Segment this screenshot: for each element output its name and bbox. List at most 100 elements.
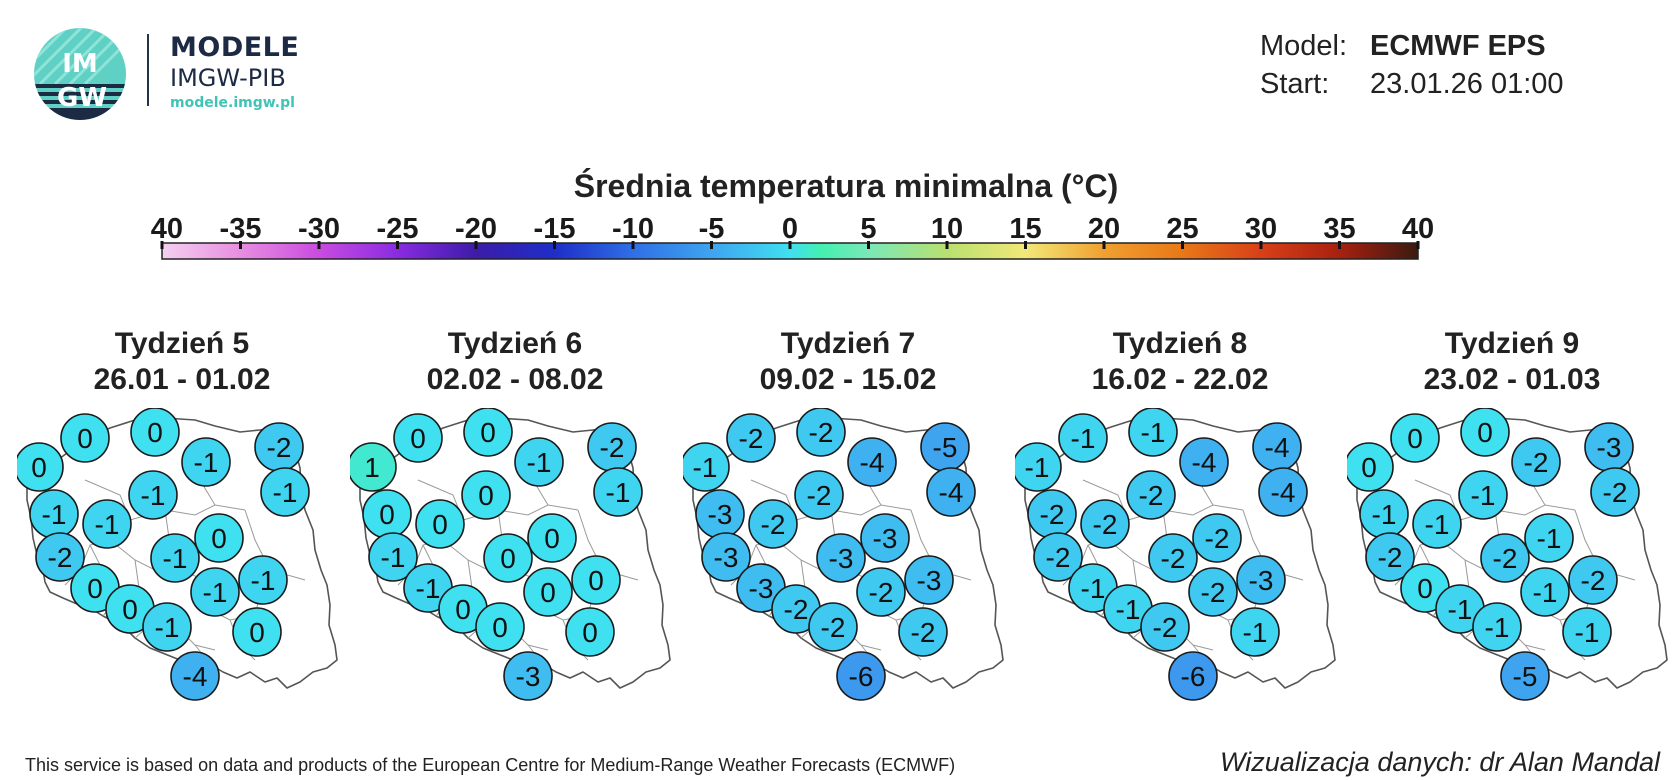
station-marker xyxy=(190,567,240,617)
station-marker xyxy=(1511,437,1561,487)
station-value: 1 xyxy=(364,452,380,483)
week-map: -1 -1 -1 -4 -4 -4 -2 -2 -2 -2 -2 -2 -3 -1 -1 -2 -2 -1 -6 xyxy=(1015,408,1336,701)
station-value: 0 xyxy=(1361,452,1377,483)
station-value: -2 xyxy=(1040,499,1065,530)
station-value: 0 xyxy=(87,573,103,604)
station-marker xyxy=(350,442,397,492)
station-value: -2 xyxy=(807,480,832,511)
station-value: -1 xyxy=(141,480,166,511)
station-value: -1 xyxy=(1141,417,1166,448)
station-value: -1 xyxy=(1485,612,1510,643)
station-value: 0 xyxy=(31,452,47,483)
station-value: 0 xyxy=(410,423,426,454)
station-marker xyxy=(1347,442,1394,492)
scale-tick-label: 35 xyxy=(1323,216,1355,245)
model-label: Model: xyxy=(1260,30,1348,62)
station-value: -1 xyxy=(42,499,67,530)
start-label: Start: xyxy=(1260,68,1330,100)
scale-tick-label: 25 xyxy=(1166,216,1198,245)
station-marker xyxy=(415,499,465,549)
station-value: -1 xyxy=(606,477,631,508)
station-value: -1 xyxy=(1533,577,1558,608)
station-marker xyxy=(1258,467,1308,517)
station-value: -2 xyxy=(739,423,764,454)
station-marker xyxy=(181,437,231,487)
model-value: ECMWF EPS xyxy=(1370,30,1546,62)
station-marker xyxy=(1126,470,1176,520)
station-marker xyxy=(1568,555,1618,605)
station-value: -1 xyxy=(1448,594,1473,625)
station-marker xyxy=(904,555,954,605)
station-marker xyxy=(194,513,244,563)
scale-tick-label: 30 xyxy=(1245,216,1277,245)
week-panel-8: Tydzień 8 16.02 - 22.02 -1 -1 -1 -4 -4 -4 -2 -2… xyxy=(1015,326,1345,726)
station-value: 0 xyxy=(544,523,560,554)
brand-line-1: MODELE xyxy=(170,32,300,63)
station-marker xyxy=(1520,567,1570,617)
map-title: Średnia temperatura minimalna (°C) xyxy=(573,168,1119,204)
station-marker xyxy=(1080,499,1130,549)
week-label: Tydzień 9 xyxy=(1444,327,1580,360)
station-value: -1 xyxy=(1081,573,1106,604)
station-marker xyxy=(1500,651,1550,701)
station-marker xyxy=(260,467,310,517)
station-value: -3 xyxy=(708,499,733,530)
station-value: -1 xyxy=(1116,594,1141,625)
station-marker xyxy=(475,602,525,652)
station-marker xyxy=(1480,533,1530,583)
station-value: -3 xyxy=(714,542,739,573)
brand-line-2: IMGW-PIB xyxy=(170,64,286,92)
station-value: -2 xyxy=(48,542,73,573)
station-value: -1 xyxy=(95,509,120,540)
station-marker xyxy=(527,513,577,563)
week-map: 0 00 -1 -2-1-1 -1-10-2 -1-100-1-1 0-4 xyxy=(17,408,338,701)
color-scale: -40 -35 -30 -25 -20 -15 -10 -5 0 5 10 15 20 25 30 35 40 xyxy=(150,216,1434,260)
region-border xyxy=(1242,509,1304,581)
station-marker xyxy=(393,413,443,463)
station-value: -5 xyxy=(933,432,958,463)
station-value: -2 xyxy=(1153,612,1178,643)
station-marker xyxy=(368,532,418,582)
station-marker xyxy=(816,533,866,583)
station-marker xyxy=(1148,533,1198,583)
scale-tick-label: 0 xyxy=(782,216,798,245)
station-marker xyxy=(1188,567,1238,617)
station-value: 0 xyxy=(540,577,556,608)
station-value: -1 xyxy=(1372,499,1397,530)
station-value: -1 xyxy=(1071,423,1096,454)
station-marker xyxy=(1472,602,1522,652)
week-dates: 09.02 - 15.02 xyxy=(759,363,937,396)
station-marker xyxy=(683,442,730,492)
station-marker xyxy=(1058,413,1108,463)
station-value: 0 xyxy=(77,423,93,454)
station-value: -3 xyxy=(829,543,854,574)
station-value: -2 xyxy=(267,432,292,463)
scale-tick-label: -15 xyxy=(534,216,576,245)
station-marker xyxy=(1562,607,1612,657)
week-map: -2 -2-1 -4 -5-4-3 -2-2-3-3 -3-3-3-2-2-2 -2-6 xyxy=(683,408,1004,701)
station-marker xyxy=(860,513,910,563)
station-value: -2 xyxy=(1093,509,1118,540)
station-value: -4 xyxy=(1192,447,1217,478)
brand-url[interactable]: modele.imgw.pl xyxy=(170,95,295,111)
scale-tick-label: 5 xyxy=(860,216,876,245)
station-marker xyxy=(1015,442,1062,492)
station-value: 0 xyxy=(432,509,448,540)
station-marker xyxy=(565,607,615,657)
station-marker xyxy=(232,607,282,657)
station-value: -2 xyxy=(821,612,846,643)
station-value: -1 xyxy=(1471,480,1496,511)
station-value: 0 xyxy=(582,617,598,648)
station-marker xyxy=(60,413,110,463)
station-value: -2 xyxy=(1205,523,1230,554)
station-value: 0 xyxy=(211,523,227,554)
station-value: 0 xyxy=(500,543,516,574)
station-marker xyxy=(856,567,906,617)
station-value: -3 xyxy=(516,661,541,692)
scale-tick-label: -5 xyxy=(699,216,725,245)
station-marker xyxy=(461,470,511,520)
station-value: -3 xyxy=(749,573,774,604)
week-map: 0 00 -2 -3-2-1 -1-1-1-2 -2-20-1-1-1 -1-5 xyxy=(1347,408,1668,701)
week-label: Tydzień 7 xyxy=(780,327,916,360)
